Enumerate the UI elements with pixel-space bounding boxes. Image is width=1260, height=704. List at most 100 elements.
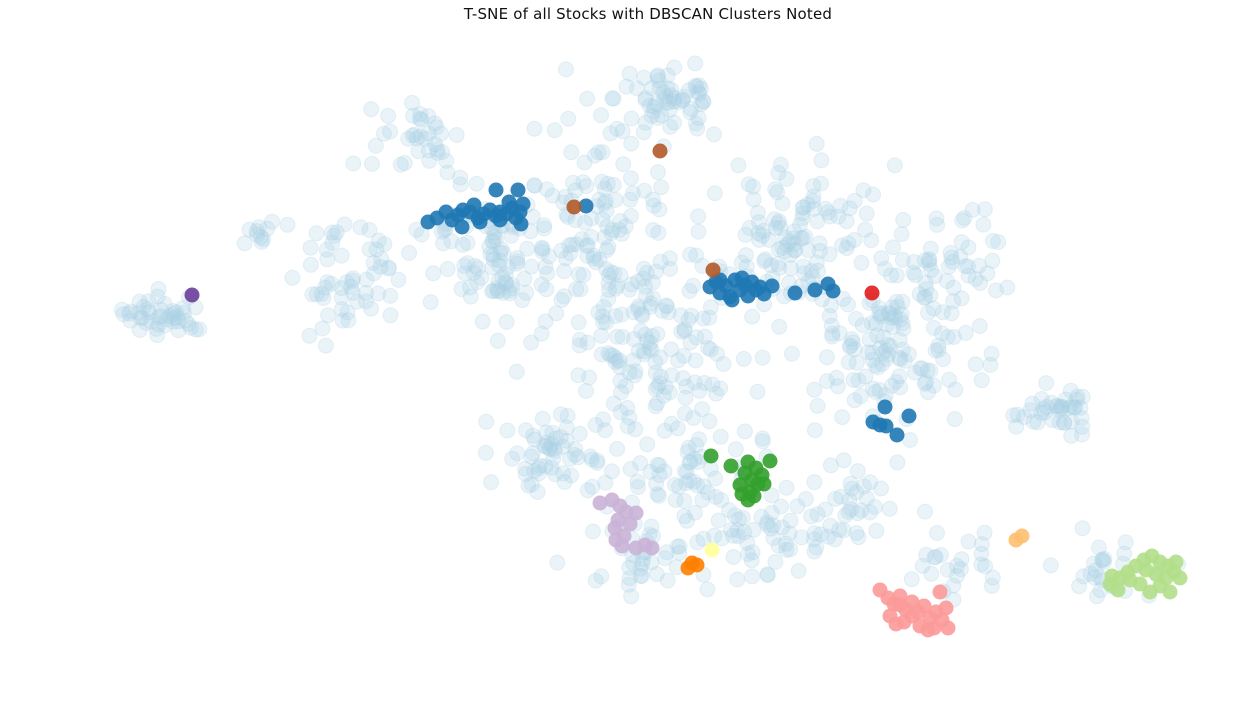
noise-point <box>669 420 686 437</box>
noise-point <box>865 186 882 203</box>
noise-point <box>607 280 624 297</box>
noise-point <box>533 239 550 256</box>
noise-point <box>813 152 830 169</box>
noise-point <box>706 527 723 544</box>
cluster-12-point <box>1158 570 1174 586</box>
noise-point <box>686 451 703 467</box>
noise-point <box>646 98 663 115</box>
noise-point <box>587 254 604 271</box>
noise-point <box>892 311 909 328</box>
cluster-2-point <box>901 408 917 424</box>
noise-point <box>770 164 787 181</box>
noise-point <box>648 263 664 280</box>
noise-point <box>888 373 905 390</box>
noise-point <box>597 474 614 491</box>
noise-point <box>691 431 707 448</box>
noise-point <box>605 347 622 364</box>
cluster-0-point <box>466 197 482 213</box>
noise-point <box>372 259 389 275</box>
noise-point <box>607 349 624 366</box>
cluster-0-point <box>501 194 517 210</box>
noise-point <box>412 106 429 123</box>
noise-point <box>734 509 751 526</box>
noise-point <box>493 241 510 258</box>
noise-point <box>1075 568 1092 585</box>
noise-point <box>895 320 912 337</box>
noise-point <box>862 504 879 521</box>
noise-point <box>696 328 713 345</box>
noise-point <box>587 572 604 589</box>
noise-point <box>425 265 442 282</box>
noise-point <box>410 143 427 160</box>
noise-point <box>652 368 669 385</box>
cluster-1-point <box>820 276 836 292</box>
noise-point <box>822 517 839 534</box>
noise-point <box>533 325 550 342</box>
noise-point <box>115 306 132 323</box>
noise-point <box>973 545 990 562</box>
noise-point <box>253 234 270 250</box>
noise-point <box>842 337 859 354</box>
noise-point <box>429 141 446 158</box>
noise-point <box>404 127 421 144</box>
noise-point <box>792 216 808 233</box>
noise-point <box>536 437 553 454</box>
noise-point <box>1029 414 1046 431</box>
noise-point <box>625 331 642 348</box>
noise-point <box>595 411 612 428</box>
noise-point <box>639 436 656 453</box>
noise-point <box>168 304 184 321</box>
noise-point <box>849 463 866 480</box>
noise-point <box>520 477 537 494</box>
noise-point <box>607 354 624 371</box>
noise-point <box>587 417 604 433</box>
noise-point <box>689 120 706 137</box>
noise-point <box>191 321 208 338</box>
noise-point <box>349 293 366 310</box>
noise-point <box>789 498 806 515</box>
noise-point <box>140 293 157 310</box>
noise-point <box>687 55 704 72</box>
noise-point <box>786 242 803 259</box>
noise-point <box>508 363 525 380</box>
noise-point <box>654 302 671 319</box>
noise-point <box>660 94 677 111</box>
noise-point <box>676 508 693 525</box>
noise-point <box>501 282 518 299</box>
cluster-6-point <box>732 477 748 493</box>
noise-point <box>881 500 898 517</box>
noise-point <box>567 447 583 463</box>
noise-point <box>733 254 750 271</box>
noise-point <box>623 588 640 605</box>
noise-point <box>964 201 981 218</box>
noise-point <box>651 487 667 504</box>
cluster-7-point <box>592 495 608 511</box>
noise-point <box>782 541 799 558</box>
noise-point <box>382 307 399 324</box>
noise-point <box>380 107 397 124</box>
noise-point <box>591 191 608 208</box>
noise-point <box>927 342 944 359</box>
noise-point <box>152 308 169 325</box>
noise-point <box>895 212 912 228</box>
noise-point <box>649 378 666 395</box>
noise-point <box>546 122 563 139</box>
noise-point <box>957 324 974 341</box>
noise-point <box>657 550 673 567</box>
noise-point <box>867 383 884 400</box>
noise-point <box>792 230 809 247</box>
noise-point <box>456 257 473 274</box>
noise-point <box>406 126 423 143</box>
cluster-1-point <box>787 285 803 301</box>
noise-point <box>165 309 182 326</box>
noise-point <box>743 552 760 569</box>
noise-point <box>771 213 787 230</box>
noise-point <box>537 258 554 275</box>
noise-point <box>619 418 636 435</box>
noise-point <box>857 221 874 238</box>
noise-point <box>637 114 654 131</box>
noise-point <box>809 397 826 414</box>
noise-point <box>639 264 655 281</box>
noise-point <box>485 282 502 299</box>
noise-point <box>641 340 658 357</box>
